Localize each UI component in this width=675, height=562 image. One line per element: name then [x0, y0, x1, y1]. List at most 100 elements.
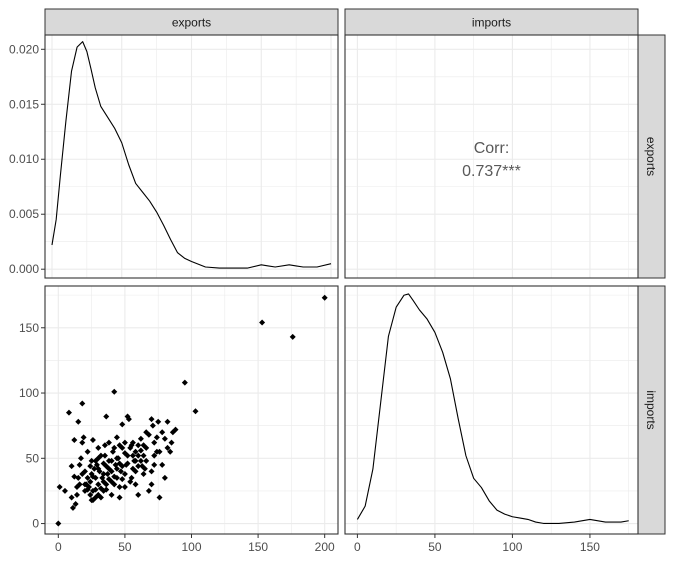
panel-exports-density: 0.000 0.005 0.010 0.015 0.020 — [9, 34, 339, 279]
scatter-point — [167, 448, 174, 455]
scatter-point — [87, 463, 94, 470]
strip-right-bottom: imports — [637, 285, 666, 535]
scatter-point — [105, 439, 112, 446]
scatter-y-tick-label: 50 — [26, 451, 40, 465]
scatter-point — [169, 429, 176, 436]
scatter-x-tick-label: 50 — [118, 540, 132, 554]
scatter-point — [159, 461, 166, 468]
scatter-point — [89, 437, 96, 444]
scatter-point — [72, 500, 79, 507]
scatter-point — [87, 478, 94, 485]
scatter-point — [117, 468, 124, 475]
scatter-point — [259, 319, 266, 326]
scatter-point — [137, 447, 144, 454]
scatter-point — [137, 435, 144, 442]
scatter-point — [121, 439, 128, 446]
scatter-point — [84, 448, 91, 455]
scatter-point — [145, 487, 152, 494]
strip-right-top-box — [637, 34, 666, 279]
scatter-point — [113, 434, 120, 441]
correlation-border — [344, 34, 639, 279]
imports-density-x-tick-label: 50 — [428, 540, 442, 554]
scatter-point — [100, 478, 107, 485]
strip-top-left-box — [44, 8, 339, 36]
scatter-point — [153, 434, 160, 441]
scatter-x-tick-label: 150 — [248, 540, 268, 554]
scatter-point — [140, 442, 147, 449]
scatter-point — [155, 418, 162, 425]
scatter-point — [135, 452, 142, 459]
scatter-point — [164, 444, 171, 451]
exports-density-line — [51, 41, 332, 269]
scatter-point — [116, 460, 123, 467]
scatter-point — [91, 465, 98, 472]
scatter-point — [140, 452, 147, 459]
scatter-point — [140, 470, 147, 477]
scatter-point — [135, 442, 142, 449]
imports-density-line — [356, 293, 629, 524]
scatter-point — [79, 400, 86, 407]
scatter-point — [73, 491, 80, 498]
scatter-point — [105, 457, 112, 464]
strip-right-bottom-label: imports — [644, 390, 658, 429]
scatter-point — [132, 481, 139, 488]
scatter-point — [68, 463, 75, 470]
scatter-point — [77, 455, 84, 462]
scatter-point — [121, 470, 128, 477]
scatter-point — [108, 478, 115, 485]
scatter-point — [71, 473, 78, 480]
scatter-point — [95, 465, 102, 472]
scatter-point — [65, 409, 72, 416]
scatter-point — [73, 484, 80, 491]
scatter-point — [129, 452, 136, 459]
scatter-point — [79, 439, 86, 446]
scatter-point — [148, 468, 155, 475]
scatter-point — [116, 442, 123, 449]
scatter-point — [89, 473, 96, 480]
scatter-point — [101, 442, 108, 449]
scatter-point — [121, 484, 128, 491]
scatter-x-tick-label: 200 — [315, 540, 335, 554]
imports-density-x-tick-label: 100 — [502, 540, 522, 554]
exports-density-y-tick-label: 0.000 — [9, 262, 39, 276]
scatter-point — [143, 429, 150, 436]
scatter-point — [103, 486, 110, 493]
strip-top-right: imports — [344, 8, 639, 36]
strip-right-top-label: exports — [644, 137, 658, 176]
scatter-point — [87, 491, 94, 498]
strip-top-left: exports — [44, 8, 339, 36]
scatter-point — [84, 474, 91, 481]
scatter-x-tick-label: 0 — [55, 540, 62, 554]
scatter-point — [149, 422, 156, 429]
scatter-point — [321, 294, 328, 301]
scatter-x-tick-label: 100 — [181, 540, 201, 554]
scatter-point — [92, 457, 99, 464]
scatter-point — [68, 494, 75, 501]
exports-density-y-tick-label: 0.010 — [9, 152, 39, 166]
imports-density-x-tick-label: 150 — [580, 540, 600, 554]
scatter-point — [156, 494, 163, 501]
scatter-y-tick-label: 100 — [19, 386, 39, 400]
scatter-point — [119, 476, 126, 483]
scatter-point — [151, 452, 158, 459]
scatter-point — [181, 379, 188, 386]
exports-density-y-tick-label: 0.020 — [9, 42, 39, 56]
exports-density-y-tick-label: 0.015 — [9, 97, 39, 111]
scatter-point — [111, 388, 118, 395]
strip-top-left-label: exports — [172, 16, 211, 30]
strip-top-right-box — [344, 8, 639, 36]
scatter-point — [101, 452, 108, 459]
scatter-point — [159, 429, 166, 436]
scatter-point — [151, 439, 158, 446]
scatter-point — [164, 418, 171, 425]
scatter-point — [168, 439, 175, 446]
scatter-point — [132, 448, 139, 455]
scatter-point — [153, 448, 160, 455]
scatter-point — [100, 470, 107, 477]
imports-density-border — [344, 285, 639, 535]
scatter-point — [81, 481, 88, 488]
scatter-point — [103, 463, 110, 470]
scatter-point — [84, 486, 91, 493]
scatter-point — [103, 413, 110, 420]
